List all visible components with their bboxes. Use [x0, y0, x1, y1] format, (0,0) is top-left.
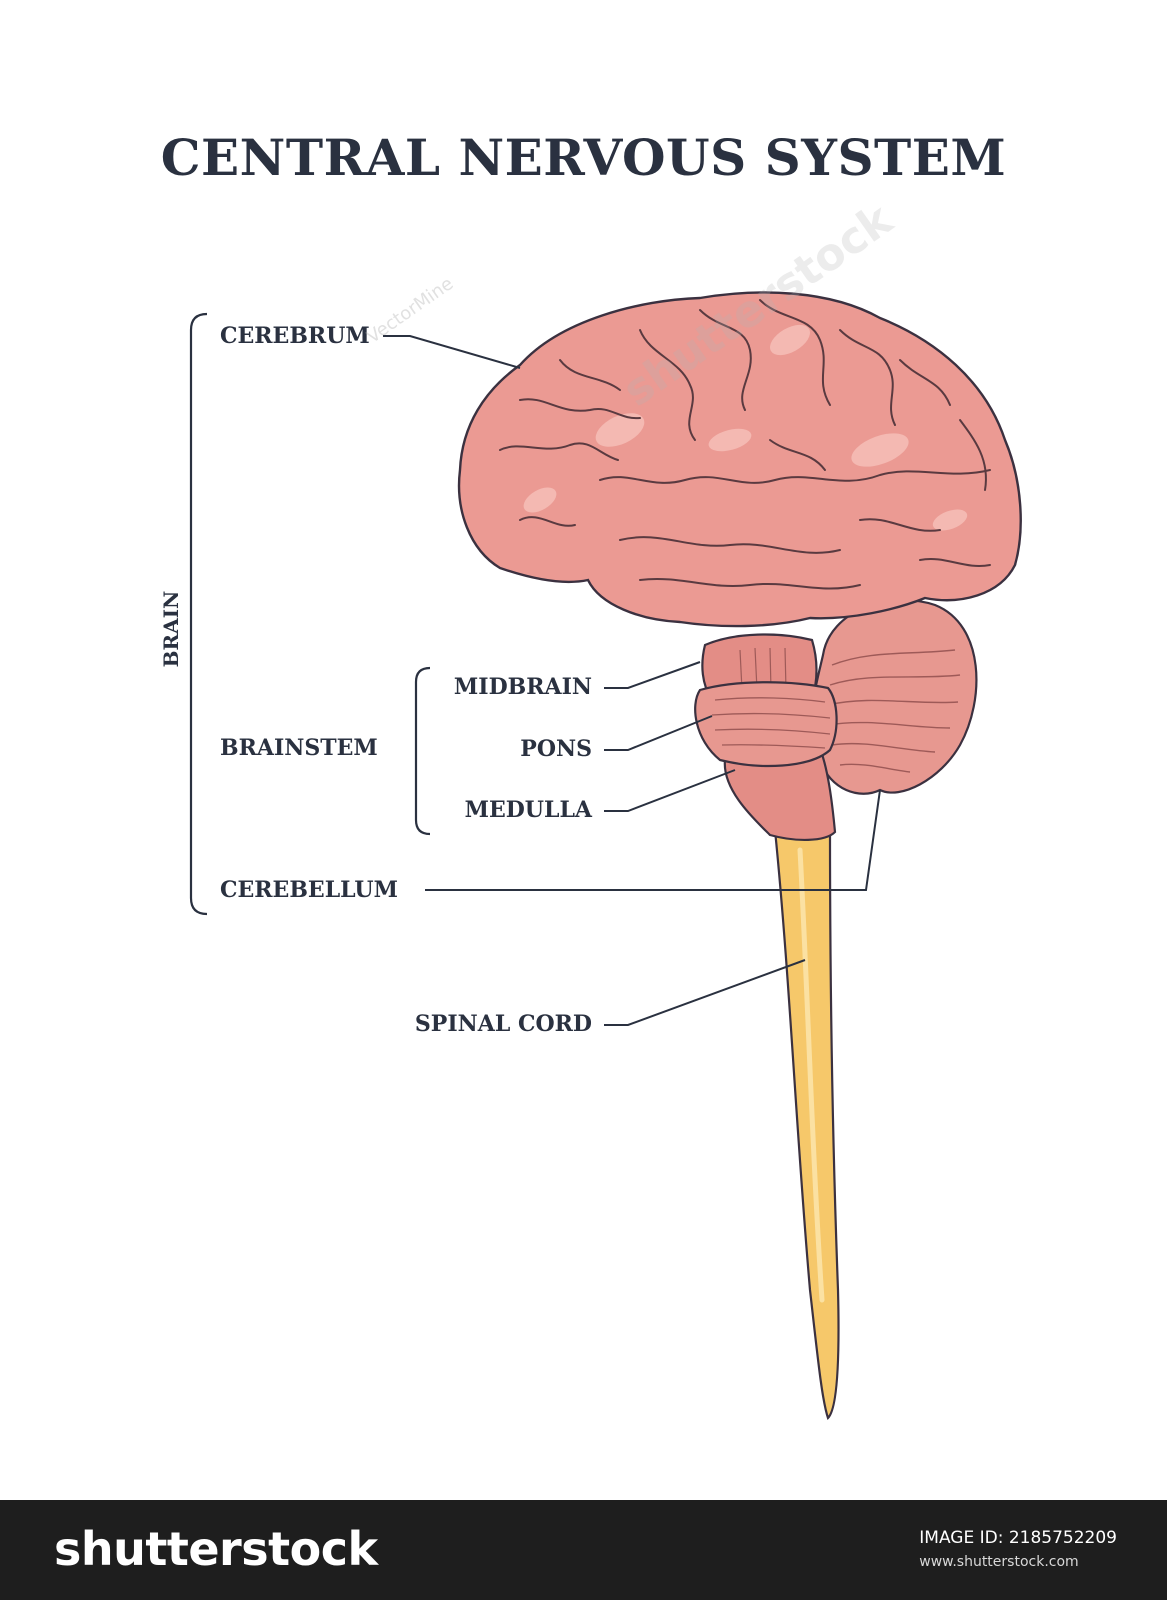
- label-cerebellum: CEREBELLUM: [220, 877, 398, 903]
- cerebellum: [811, 598, 978, 795]
- pons-leader: [604, 715, 713, 751]
- brain-bracket: [189, 312, 208, 916]
- footer-bar: shutterstock IMAGE ID: 2185752209 www.sh…: [0, 1500, 1167, 1600]
- image-id: IMAGE ID: 2185752209: [919, 1528, 1117, 1548]
- site-url: www.shutterstock.com: [919, 1554, 1079, 1570]
- label-brainstem: BRAINSTEM: [220, 735, 378, 761]
- label-pons: PONS: [520, 736, 592, 762]
- label-cerebrum: CEREBRUM: [220, 323, 370, 349]
- label-spinal-cord: SPINAL CORD: [414, 1011, 592, 1037]
- cerebrum-leader: [383, 335, 521, 369]
- image-id-block: IMAGE ID: 2185752209 www.shutterstock.co…: [919, 1528, 1117, 1570]
- spinal-cord-leader: [604, 959, 806, 1026]
- label-medulla: MEDULLA: [464, 797, 592, 823]
- shutterstock-logo: shutterstock: [54, 1522, 378, 1576]
- label-brain: BRAIN: [159, 590, 183, 668]
- medulla-leader: [604, 769, 736, 812]
- pons: [694, 681, 838, 768]
- cerebellum-leader: [425, 789, 881, 891]
- diagram-title: CENTRAL NERVOUS SYSTEM: [160, 128, 1007, 187]
- spinal-cord: [773, 828, 840, 1421]
- nervous-system-illustration: [189, 291, 1022, 1421]
- midbrain-leader: [604, 661, 701, 689]
- label-midbrain: MIDBRAIN: [453, 674, 592, 700]
- cerebrum: [457, 291, 1022, 628]
- brainstem-bracket: [414, 666, 431, 836]
